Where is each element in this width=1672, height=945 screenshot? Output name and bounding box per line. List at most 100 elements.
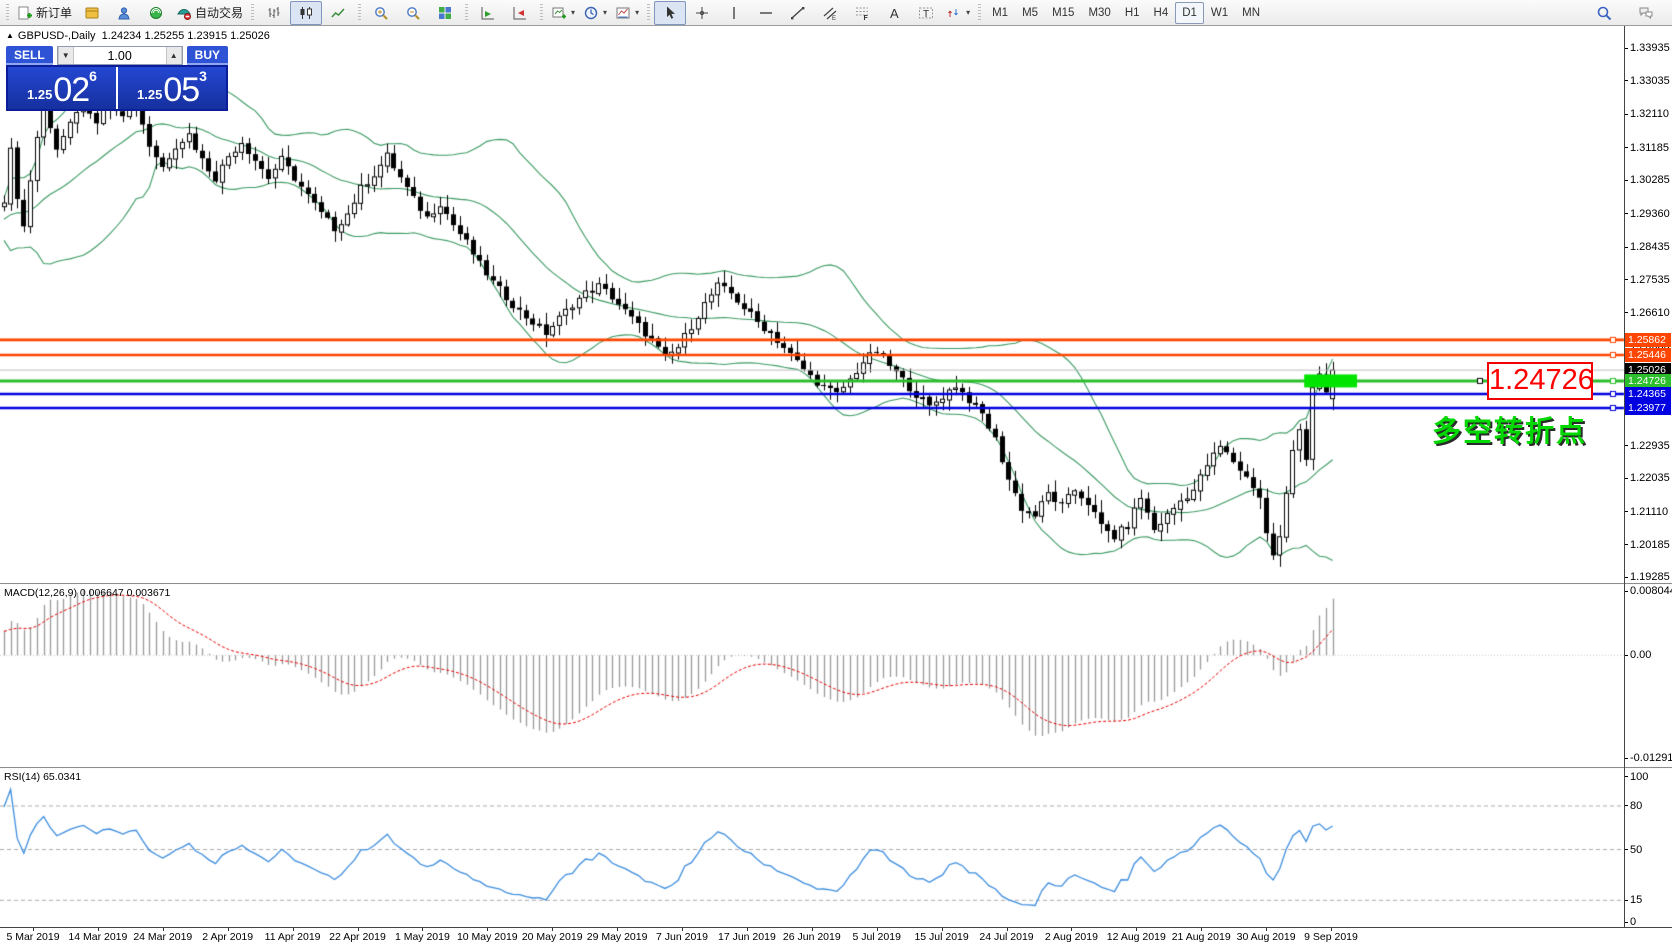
trendline-icon <box>791 6 805 19</box>
time-tick-label: 2 Aug 2019 <box>1044 931 1098 943</box>
time-tick-label: 15 Jul 2019 <box>914 931 969 943</box>
axis-tick-mark <box>1624 776 1628 778</box>
time-tick-label: 1 May 2019 <box>394 931 450 943</box>
volume-value[interactable]: 1.00 <box>107 48 132 63</box>
crosshair-button[interactable] <box>686 1 718 25</box>
autotrading-button[interactable]: 自动交易 <box>172 1 247 25</box>
panel-collapse-icon[interactable]: ▲ <box>6 31 14 40</box>
chart-line-button[interactable] <box>322 1 354 25</box>
axis-tick-mark <box>1624 590 1628 592</box>
zoom-in-button[interactable] <box>365 1 397 25</box>
volume-increase-button[interactable]: ▲ <box>165 47 182 64</box>
search-button[interactable] <box>1588 1 1620 25</box>
time-tick-mark <box>1006 928 1008 931</box>
market-watch-button[interactable] <box>108 1 140 25</box>
toolbar-grip[interactable] <box>6 3 9 22</box>
tf-h4-label: H4 <box>1153 6 1169 19</box>
auto-scroll-button[interactable] <box>472 1 504 25</box>
toolbar-grip[interactable] <box>978 3 982 22</box>
symbol-line: ▲ GBPUSD-,Daily 1.24234 1.25255 1.23915 1… <box>6 30 270 42</box>
tf-d1-button[interactable]: D1 <box>1175 1 1204 24</box>
chart-shift-button[interactable] <box>504 1 536 25</box>
price-annotation-box[interactable]: 1.24726 <box>1487 362 1594 400</box>
level-price-label[interactable]: 1.24726 <box>1625 373 1671 388</box>
axis-tick-label: 100 <box>1630 770 1649 783</box>
one-click-prices: 1.25 02 6 1.25 05 3 <box>6 65 228 111</box>
buy-price-button[interactable]: 1.25 05 3 <box>118 67 226 109</box>
tf-mn-button[interactable]: MN <box>1235 2 1267 24</box>
level-price-label[interactable]: 1.25862 <box>1625 332 1671 347</box>
market-history-button[interactable] <box>76 1 108 25</box>
svg-text:T: T <box>923 9 929 20</box>
current-price-label[interactable]: 1.25026 <box>1625 363 1671 378</box>
tf-w1-button[interactable]: W1 <box>1204 2 1235 24</box>
symbol-title: GBPUSD-,Daily <box>17 30 96 42</box>
periods-button[interactable]: ▾ <box>579 1 611 25</box>
time-tick-mark <box>1201 928 1203 931</box>
cursor-button[interactable] <box>654 0 687 25</box>
toolbar-grip[interactable] <box>647 3 651 22</box>
buy-button[interactable]: BUY <box>186 46 228 65</box>
sell-price-button[interactable]: 1.25 02 6 <box>8 67 116 109</box>
turning-point-annotation[interactable]: 多空转折点 <box>1432 416 1588 448</box>
axis-tick-mark <box>1624 246 1628 248</box>
level-price-label[interactable]: 1.23977 <box>1625 400 1671 415</box>
cursor-icon <box>667 6 676 19</box>
axis-tick-mark <box>1624 312 1628 314</box>
vertical-line-button[interactable] <box>718 1 750 25</box>
time-tick-label: 5 Jul 2019 <box>852 931 901 943</box>
chat-button[interactable] <box>1630 1 1662 25</box>
level-price-label[interactable]: 1.24365 <box>1625 386 1671 401</box>
time-tick-mark <box>876 928 878 931</box>
horizontal-line-button[interactable] <box>750 1 782 25</box>
tf-m1-button[interactable]: M1 <box>985 2 1015 24</box>
chevron-down-icon: ▾ <box>571 8 576 17</box>
svg-text:A: A <box>890 6 899 21</box>
chart-candles-button[interactable] <box>290 0 323 25</box>
volume-decrease-button[interactable]: ▼ <box>57 47 74 64</box>
tf-m5-button[interactable]: M5 <box>1015 2 1045 24</box>
new-order-icon <box>18 6 32 19</box>
rsi-pane-separator[interactable] <box>0 767 1672 769</box>
equidistant-channel-button[interactable]: E <box>814 1 846 25</box>
vertical-line-icon <box>733 6 735 19</box>
tile-windows-button[interactable] <box>429 1 461 25</box>
tf-m30-button[interactable]: M30 <box>1081 2 1117 24</box>
axis-tick-label: 50 <box>1630 843 1643 856</box>
chart-bars-button[interactable] <box>258 1 290 25</box>
macd-pane-separator[interactable] <box>0 583 1672 585</box>
toolbar-grip[interactable] <box>465 3 469 22</box>
level-price-label[interactable]: 1.25446 <box>1625 347 1671 362</box>
svg-text:F: F <box>864 15 869 21</box>
axis-tick-mark <box>1624 113 1628 115</box>
text-label-button[interactable]: T <box>910 1 942 25</box>
new-chart-button[interactable]: ▾ <box>547 1 579 25</box>
arrows-button[interactable]: ▾ <box>942 1 974 25</box>
templates-button[interactable]: ▾ <box>611 1 643 25</box>
axis-tick-label: 0.00 <box>1630 649 1652 662</box>
fibonacci-button[interactable]: F <box>846 1 878 25</box>
crosshair-icon <box>696 6 709 19</box>
market-history-icon <box>85 7 99 18</box>
axis-tick-label: 1.20185 <box>1630 538 1670 551</box>
new-order-button[interactable]: 新订单 <box>13 1 76 25</box>
tf-h1-button[interactable]: H1 <box>1118 2 1147 24</box>
tf-h1-label: H1 <box>1124 6 1140 19</box>
toolbar-grip[interactable] <box>540 3 544 22</box>
zoom-out-button[interactable] <box>397 1 429 25</box>
signals-button[interactable] <box>140 1 172 25</box>
axis-tick-mark <box>1624 179 1628 181</box>
sell-button[interactable]: SELL <box>6 46 53 65</box>
trendline-button[interactable] <box>782 1 814 25</box>
axis-tick-mark <box>1624 921 1628 923</box>
axis-tick-mark <box>1624 511 1628 512</box>
time-tick-label: 21 Aug 2019 <box>1171 931 1231 943</box>
tf-h4-button[interactable]: H4 <box>1147 2 1176 24</box>
fibonacci-icon: F <box>856 7 869 21</box>
axis-tick-mark <box>1624 213 1628 215</box>
toolbar-grip[interactable] <box>358 3 362 22</box>
text-button[interactable]: A <box>878 1 910 25</box>
tf-m15-button[interactable]: M15 <box>1045 2 1081 24</box>
toolbar-grip[interactable] <box>251 3 255 22</box>
